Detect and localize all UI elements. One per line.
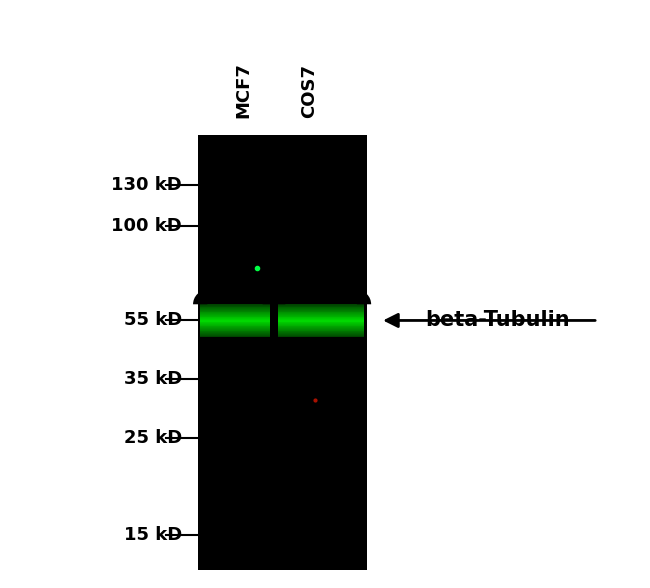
Text: MCF7: MCF7 xyxy=(235,62,253,118)
Bar xyxy=(278,333,364,335)
Bar xyxy=(278,315,364,316)
Bar xyxy=(278,305,364,306)
Bar xyxy=(278,317,364,318)
Bar xyxy=(200,313,270,315)
Bar xyxy=(200,333,270,334)
Bar xyxy=(200,332,270,333)
Bar xyxy=(278,311,364,312)
Bar xyxy=(200,322,270,323)
Bar xyxy=(200,310,270,312)
Bar xyxy=(278,332,364,333)
Bar xyxy=(200,307,270,308)
Bar xyxy=(278,326,364,328)
Bar xyxy=(278,321,364,322)
Bar xyxy=(200,325,270,326)
Text: 15 kD: 15 kD xyxy=(124,526,182,544)
Bar xyxy=(278,313,364,314)
Wedge shape xyxy=(271,290,285,305)
Bar xyxy=(200,329,270,330)
Bar xyxy=(200,316,270,318)
Bar xyxy=(278,325,364,326)
Bar xyxy=(278,333,364,334)
Text: 25 kD: 25 kD xyxy=(124,429,182,447)
Bar xyxy=(278,312,364,313)
Bar xyxy=(278,309,364,310)
Bar xyxy=(278,335,364,336)
Bar xyxy=(278,310,364,312)
Bar xyxy=(198,135,367,570)
Bar xyxy=(278,308,364,309)
Bar xyxy=(200,326,270,328)
Bar xyxy=(278,319,364,320)
Bar xyxy=(200,315,270,316)
Bar xyxy=(278,329,364,330)
Wedge shape xyxy=(357,290,371,305)
Bar xyxy=(200,320,270,322)
Bar xyxy=(200,305,270,306)
Bar xyxy=(200,323,270,325)
Bar xyxy=(200,327,270,328)
Bar xyxy=(200,309,270,310)
Bar xyxy=(278,336,364,338)
Bar xyxy=(200,335,270,336)
Bar xyxy=(278,303,364,305)
Text: beta-Tubulin: beta-Tubulin xyxy=(425,310,569,330)
Bar xyxy=(200,328,270,329)
Bar xyxy=(278,330,364,332)
Bar xyxy=(200,323,270,324)
Bar xyxy=(200,313,270,314)
Bar xyxy=(200,335,270,336)
Bar xyxy=(200,319,270,320)
Text: 100 kD: 100 kD xyxy=(112,218,182,235)
Bar xyxy=(200,308,270,309)
Wedge shape xyxy=(263,290,277,305)
Bar xyxy=(278,316,364,318)
Bar xyxy=(278,328,364,329)
Text: 55 kD: 55 kD xyxy=(124,312,182,329)
Bar xyxy=(200,319,270,320)
Bar xyxy=(200,318,270,319)
Bar xyxy=(200,325,270,326)
Bar xyxy=(278,325,364,326)
Bar xyxy=(200,336,270,338)
Bar xyxy=(278,331,364,332)
Bar xyxy=(200,331,270,332)
Bar xyxy=(278,307,364,308)
Bar xyxy=(200,333,270,335)
Bar xyxy=(278,327,364,328)
Bar xyxy=(278,305,364,306)
Bar xyxy=(278,322,364,323)
Bar xyxy=(278,306,364,308)
Text: 130 kD: 130 kD xyxy=(112,176,182,194)
Bar xyxy=(200,330,270,332)
Bar xyxy=(278,323,364,324)
Bar xyxy=(200,305,270,306)
Bar xyxy=(278,323,364,325)
Text: 35 kD: 35 kD xyxy=(124,370,182,388)
Wedge shape xyxy=(193,290,207,305)
Bar xyxy=(278,319,364,320)
Bar xyxy=(278,320,364,322)
Bar xyxy=(278,315,364,316)
Bar xyxy=(200,311,270,312)
Bar xyxy=(200,329,270,330)
Bar xyxy=(278,335,364,336)
Bar xyxy=(200,309,270,310)
Bar xyxy=(200,315,270,316)
Bar xyxy=(278,318,364,319)
Bar xyxy=(200,317,270,318)
Bar xyxy=(278,309,364,310)
Bar xyxy=(200,321,270,322)
Text: COS7: COS7 xyxy=(300,64,318,118)
Bar xyxy=(200,312,270,313)
Bar xyxy=(278,313,364,315)
Bar xyxy=(278,329,364,330)
Bar xyxy=(200,306,270,308)
Bar xyxy=(200,303,270,305)
